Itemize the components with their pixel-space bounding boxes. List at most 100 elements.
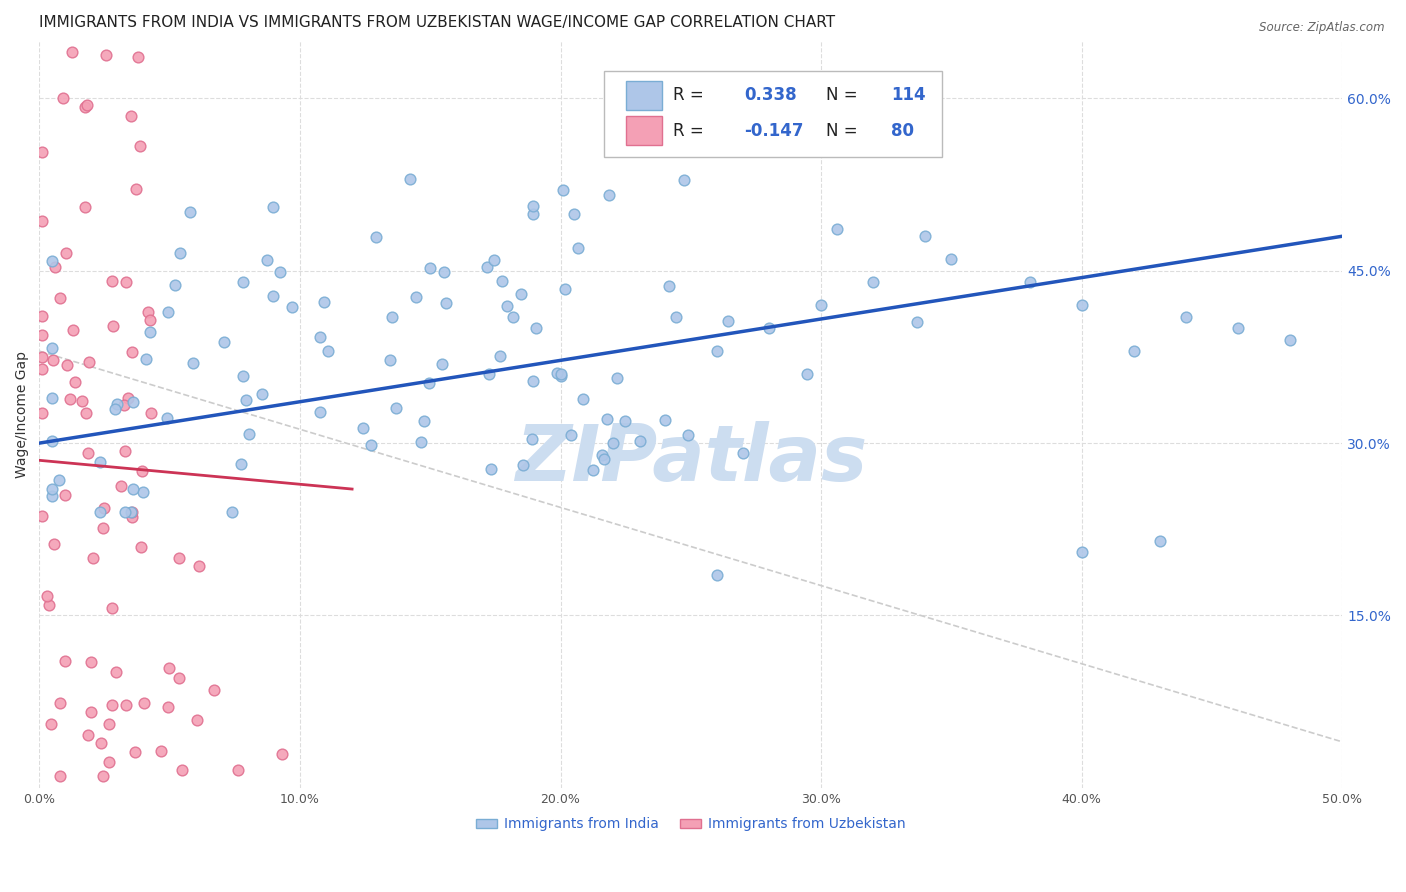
Point	[53, 488, 76, 502]
Point	[418, 376, 440, 390]
Point	[76, 98, 98, 112]
Point	[546, 366, 568, 380]
Point	[1227, 321, 1250, 335]
Point	[378, 353, 401, 368]
Point	[419, 261, 441, 276]
Point	[136, 305, 159, 319]
Point	[105, 397, 128, 411]
Point	[862, 275, 884, 289]
Point	[796, 367, 818, 381]
Point	[413, 414, 436, 428]
Point	[352, 421, 374, 435]
Point	[75, 200, 97, 214]
Point	[181, 356, 204, 370]
Point	[232, 368, 254, 383]
Point	[138, 313, 160, 327]
Point	[385, 401, 408, 415]
Point	[100, 600, 122, 615]
Point	[591, 449, 613, 463]
Point	[572, 392, 595, 407]
Point	[593, 451, 616, 466]
Point	[94, 48, 117, 62]
Point	[733, 446, 755, 460]
Point	[673, 173, 696, 187]
Point	[364, 230, 387, 244]
Point	[550, 367, 572, 381]
Point	[522, 199, 544, 213]
FancyBboxPatch shape	[626, 116, 662, 145]
Point	[157, 305, 180, 319]
Point	[132, 697, 155, 711]
Point	[42, 537, 65, 551]
Point	[31, 361, 53, 376]
Point	[55, 246, 77, 260]
Point	[115, 275, 138, 289]
Point	[270, 747, 292, 761]
Point	[48, 473, 70, 487]
Point	[101, 698, 124, 712]
Point	[491, 274, 513, 288]
Point	[49, 769, 72, 783]
Point	[41, 391, 63, 405]
Point	[232, 275, 254, 289]
Point	[187, 558, 209, 573]
Point	[115, 698, 138, 712]
Point	[186, 713, 208, 727]
Text: R =: R =	[672, 121, 709, 139]
Point	[1018, 275, 1040, 289]
Point	[41, 482, 63, 496]
Text: N =: N =	[827, 87, 863, 104]
Point	[56, 359, 79, 373]
Point	[31, 406, 53, 420]
Point	[41, 254, 63, 268]
Point	[1174, 310, 1197, 324]
Point	[914, 229, 936, 244]
Point	[502, 310, 524, 324]
Text: Source: ZipAtlas.com: Source: ZipAtlas.com	[1260, 21, 1385, 34]
Point	[49, 696, 72, 710]
Point	[489, 349, 512, 363]
Point	[214, 335, 236, 350]
Point	[512, 458, 534, 472]
Point	[73, 99, 96, 113]
Point	[221, 505, 243, 519]
Point	[262, 200, 284, 214]
Text: 114: 114	[891, 87, 927, 104]
Point	[89, 455, 111, 469]
Point	[129, 540, 152, 554]
Point	[238, 427, 260, 442]
Point	[1070, 298, 1092, 312]
Point	[509, 286, 531, 301]
Text: -0.147: -0.147	[744, 121, 804, 139]
Point	[52, 91, 75, 105]
Point	[405, 290, 427, 304]
Point	[202, 683, 225, 698]
Point	[1149, 533, 1171, 548]
Point	[117, 391, 139, 405]
Point	[314, 295, 336, 310]
Point	[706, 568, 728, 582]
Point	[97, 716, 120, 731]
Point	[522, 375, 544, 389]
Point	[114, 443, 136, 458]
Point	[399, 171, 422, 186]
Point	[1070, 545, 1092, 559]
Point	[128, 138, 150, 153]
Point	[658, 279, 681, 293]
Point	[582, 463, 605, 477]
FancyBboxPatch shape	[626, 81, 662, 110]
Point	[250, 387, 273, 401]
Point	[59, 392, 82, 406]
Point	[496, 299, 519, 313]
Point	[522, 207, 544, 221]
Point	[80, 706, 103, 720]
Point	[269, 265, 291, 279]
Point	[31, 145, 53, 160]
Point	[89, 505, 111, 519]
Text: N =: N =	[827, 121, 863, 139]
Point	[550, 369, 572, 384]
Point	[114, 505, 136, 519]
Point	[562, 207, 585, 221]
Point	[1279, 333, 1302, 347]
FancyBboxPatch shape	[603, 70, 942, 157]
